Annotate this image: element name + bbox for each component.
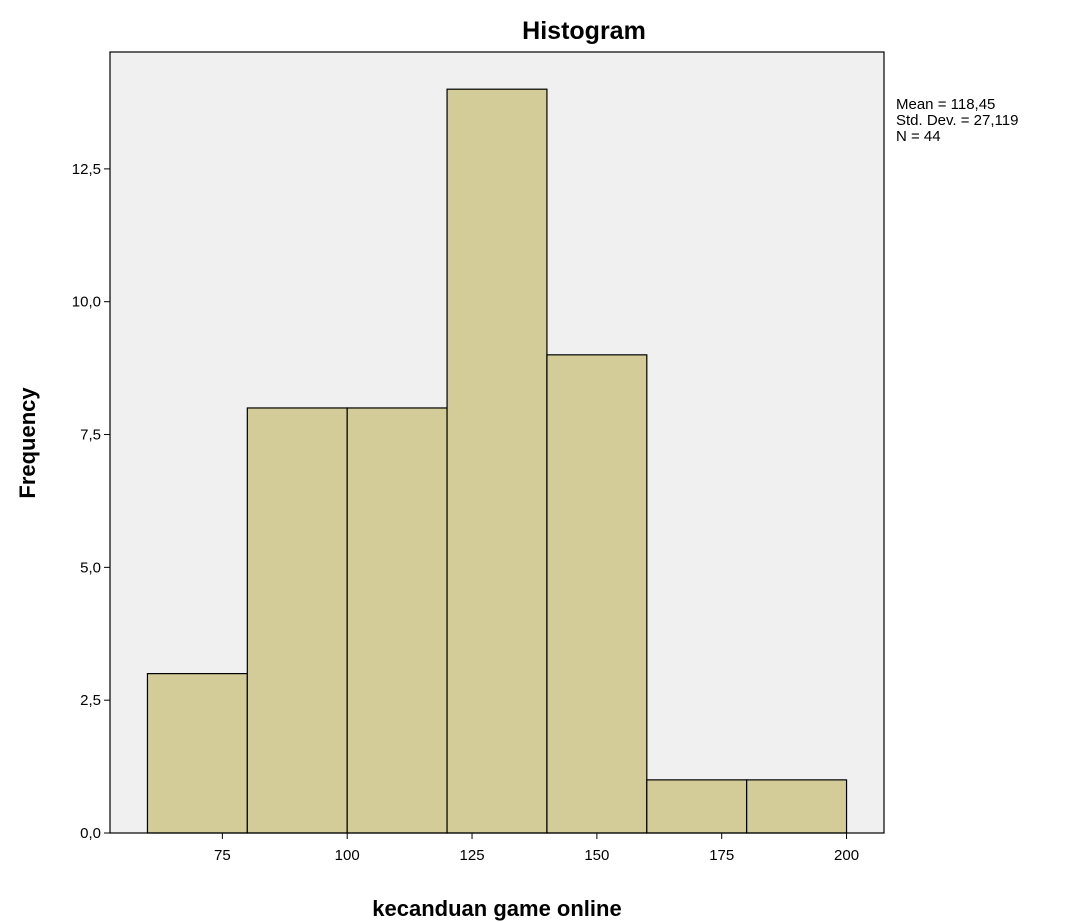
histogram-bar-2 <box>246 407 348 834</box>
stats-line: Mean = 118,45 <box>896 96 995 113</box>
y-tick-label: 0,0 <box>80 825 101 842</box>
stats-line: Std. Dev. = 27,119 <box>896 112 1018 129</box>
chart-title: Histogram <box>522 17 646 45</box>
axes: 0,0 2,5 5,0 7,5 10,0 12,5 75 100 125 150 175 200 <box>72 161 859 864</box>
stats-line: N = 44 <box>896 128 941 145</box>
y-tick-label: 7,5 <box>80 427 101 444</box>
y-tick-label: 2,5 <box>80 692 101 709</box>
x-tick-label: 75 <box>214 847 231 864</box>
histogram-bar-6 <box>646 779 748 834</box>
x-tick-label: 200 <box>834 847 859 864</box>
histogram-bar-5 <box>546 354 648 834</box>
histogram-bar-1 <box>146 673 248 834</box>
histogram-bar-4 <box>446 88 548 834</box>
histogram-bar-3 <box>346 407 448 834</box>
x-tick-label: 100 <box>335 847 360 864</box>
plot-frame <box>109 51 885 834</box>
y-tick-label: 10,0 <box>72 294 101 311</box>
y-tick-label: 12,5 <box>72 161 101 178</box>
bars <box>146 88 848 834</box>
histogram-bar-7 <box>746 779 848 834</box>
x-tick-label: 125 <box>460 847 485 864</box>
x-axis-title: kecanduan game online <box>372 896 621 921</box>
y-axis-title: Frequency <box>15 387 40 499</box>
x-tick-label: 150 <box>584 847 609 864</box>
x-tick-label: 175 <box>709 847 734 864</box>
y-tick-label: 5,0 <box>80 559 101 576</box>
